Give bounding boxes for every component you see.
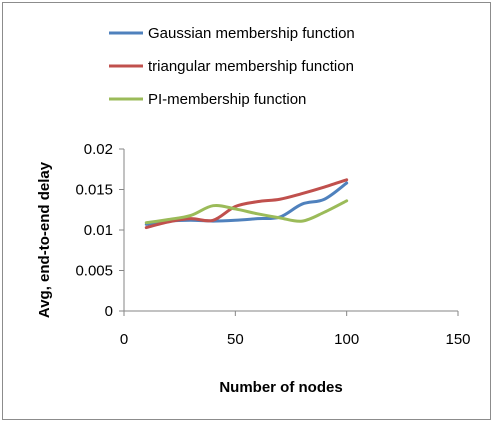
axes	[119, 148, 459, 316]
chart-frame: Gaussian membership function triangular m…	[2, 2, 491, 420]
series-line-triangular-membership-function	[144, 178, 349, 230]
tick-labels: 0 0.005 0.01 0.015 0.02 0 50 100 150	[75, 141, 470, 348]
x-axis-title: Number of nodes	[219, 379, 342, 396]
legend-label-pi-membership-function: PI-membership function	[148, 91, 306, 108]
x-tick-label: 150	[445, 331, 470, 348]
y-tick-label: 0.01	[84, 222, 113, 239]
line-chart: Gaussian membership function triangular m…	[36, 25, 471, 396]
x-tick-label: 50	[227, 331, 244, 348]
legend: Gaussian membership function triangular m…	[109, 25, 355, 108]
legend-label-gaussian-membership-function: Gaussian membership function	[148, 25, 355, 42]
legend-label-triangular-membership-function: triangular membership function	[148, 58, 354, 75]
x-tick-label: 100	[334, 331, 359, 348]
y-tick-label: 0.015	[75, 182, 113, 199]
y-tick-label: 0	[105, 303, 113, 320]
series-lines	[144, 178, 349, 230]
x-tick-label: 0	[120, 331, 128, 348]
y-axis-title: Avg, end-to-end delay	[36, 161, 53, 318]
y-tick-label: 0.02	[84, 141, 113, 158]
series-line-pi-membership-function	[144, 199, 349, 225]
y-tick-label: 0.005	[75, 263, 113, 280]
